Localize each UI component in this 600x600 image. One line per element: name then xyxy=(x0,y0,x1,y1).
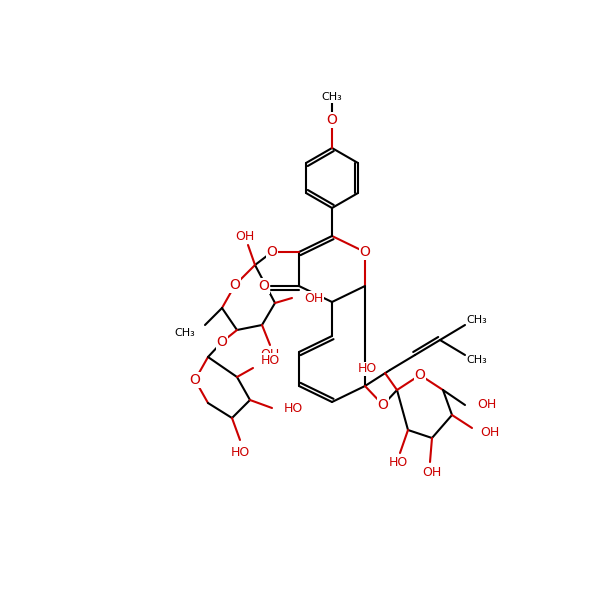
Text: OH: OH xyxy=(477,398,496,412)
Text: OH: OH xyxy=(304,292,323,304)
Text: HO: HO xyxy=(230,445,250,458)
Text: O: O xyxy=(266,245,277,259)
Text: O: O xyxy=(217,335,227,349)
Text: HO: HO xyxy=(261,353,280,367)
Text: OH: OH xyxy=(235,229,254,242)
Text: OH: OH xyxy=(480,427,499,439)
Text: O: O xyxy=(377,398,388,412)
Text: O: O xyxy=(230,278,241,292)
Text: O: O xyxy=(377,398,388,412)
Text: HO: HO xyxy=(358,362,377,376)
Text: O: O xyxy=(359,245,370,259)
Text: O: O xyxy=(190,373,200,387)
Text: O: O xyxy=(415,368,425,382)
Text: O: O xyxy=(266,245,277,259)
Text: CH₃: CH₃ xyxy=(174,328,195,338)
Text: OH: OH xyxy=(422,466,442,479)
Text: CH₃: CH₃ xyxy=(467,355,487,365)
Text: CH₃: CH₃ xyxy=(322,92,343,102)
Text: O: O xyxy=(217,335,227,349)
Text: CH₃: CH₃ xyxy=(467,315,487,325)
Text: HO: HO xyxy=(388,457,407,469)
Text: HO: HO xyxy=(284,401,303,415)
Text: OH: OH xyxy=(260,349,280,361)
Text: O: O xyxy=(326,113,337,127)
Text: O: O xyxy=(259,279,269,293)
